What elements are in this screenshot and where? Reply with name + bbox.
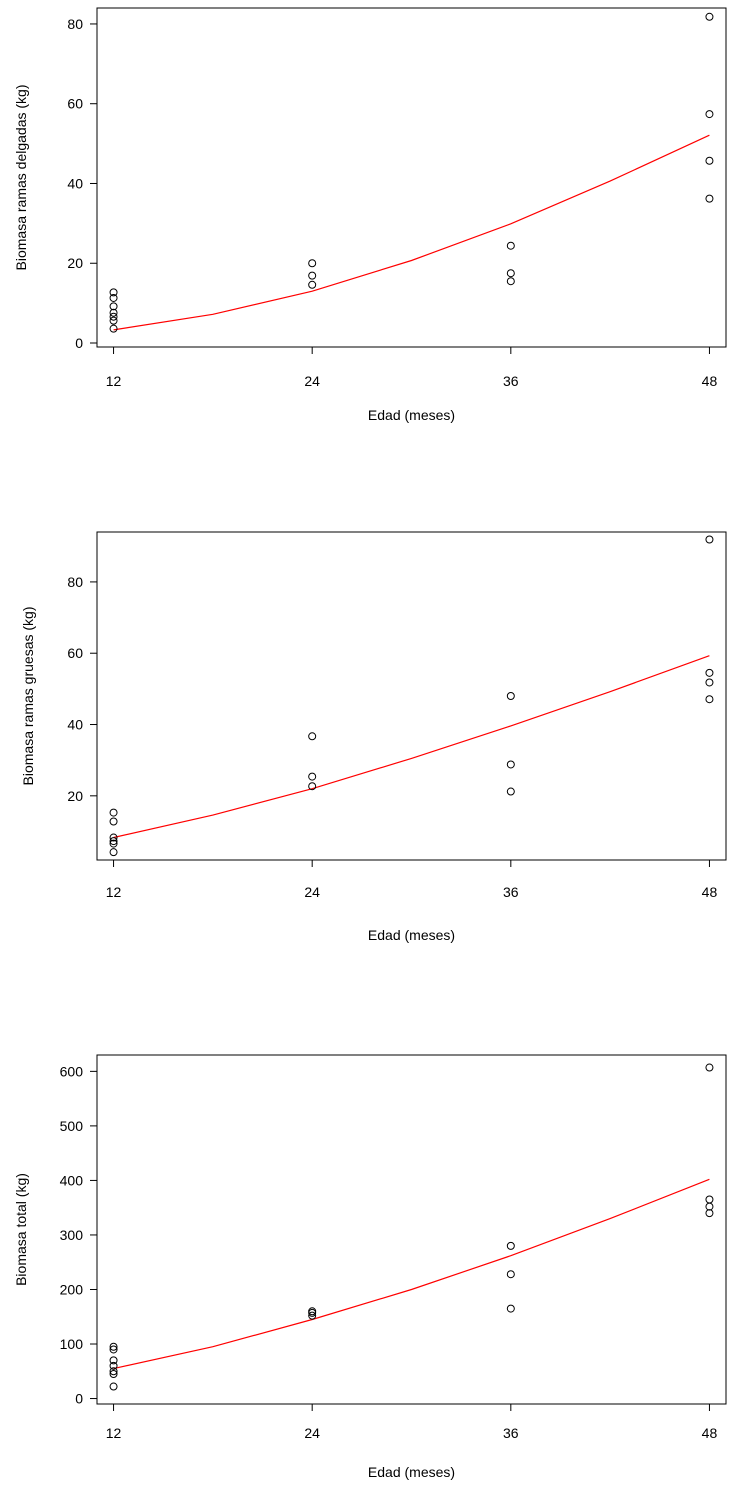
x-tick-label: 24 (304, 373, 320, 389)
x-tick-label: 12 (106, 373, 122, 389)
data-point (705, 1063, 714, 1072)
data-point (308, 1308, 317, 1317)
x-tick-label: 36 (503, 884, 519, 900)
x-tick-label: 24 (304, 1425, 320, 1441)
y-axis-title: Biomasa ramas delgadas (kg) (13, 85, 29, 271)
data-point (109, 817, 118, 826)
y-tick-label: 20 (67, 788, 83, 804)
data-point (705, 12, 714, 21)
fit-curve (113, 134, 710, 331)
plot-frame (96, 531, 727, 861)
y-tick-label: 80 (67, 574, 83, 590)
x-tick-label: 48 (702, 1425, 718, 1441)
fit-curve (113, 655, 710, 839)
data-point (109, 293, 118, 302)
data-point (506, 1241, 515, 1250)
x-tick-label: 48 (702, 884, 718, 900)
data-point (506, 1270, 515, 1279)
data-point (109, 316, 118, 325)
scatter-chart-ramas-gruesas: 12 24 36 48 20 40 60 80 Edad (meses) Biomasa rama… (20, 531, 727, 943)
data-point (109, 302, 118, 311)
data-point (308, 271, 317, 280)
data-point (506, 241, 515, 250)
y-tick-label: 40 (67, 175, 83, 191)
y-tick-label: 40 (67, 717, 83, 733)
data-point (109, 1361, 118, 1370)
data-point (109, 312, 118, 321)
data-point (109, 308, 118, 317)
data-point (705, 678, 714, 687)
data-point (109, 324, 118, 333)
y-tick-label: 500 (60, 1118, 84, 1134)
data-point (506, 787, 515, 796)
data-point (109, 1342, 118, 1351)
y-tick-label: 600 (60, 1063, 84, 1079)
data-point (506, 277, 515, 286)
x-axis-title: Edad (meses) (368, 407, 455, 423)
data-point (109, 833, 118, 842)
data-point (705, 1202, 714, 1211)
x-tick-label: 24 (304, 884, 320, 900)
x-tick-label: 36 (503, 1425, 519, 1441)
data-point (705, 668, 714, 677)
data-point (705, 110, 714, 119)
x-axis-title: Edad (meses) (368, 927, 455, 943)
data-point (308, 772, 317, 781)
data-point (506, 760, 515, 769)
data-point (705, 695, 714, 704)
data-point (109, 839, 118, 848)
data-point (705, 1195, 714, 1204)
data-point (308, 732, 317, 741)
data-point (705, 156, 714, 165)
y-axis-title: Biomasa ramas gruesas (kg) (20, 607, 36, 786)
y-tick-label: 400 (60, 1172, 84, 1188)
plot-frame (96, 7, 727, 348)
y-tick-label: 60 (67, 96, 83, 112)
data-point (705, 194, 714, 203)
data-point (109, 1356, 118, 1365)
data-point (705, 1209, 714, 1218)
fit-curve (113, 1178, 710, 1370)
y-tick-label: 200 (60, 1281, 84, 1297)
x-tick-label: 36 (503, 373, 519, 389)
y-tick-label: 80 (67, 16, 83, 32)
scatter-chart-biomasa-total: 12 24 36 48 0 100 200 300 400 500 600 Edad (meses) B… (13, 1054, 727, 1480)
data-point (109, 848, 118, 857)
y-tick-label: 300 (60, 1227, 84, 1243)
x-tick-label: 12 (106, 1425, 122, 1441)
x-tick-label: 48 (702, 373, 718, 389)
y-tick-label: 0 (75, 1391, 83, 1407)
data-point (109, 837, 118, 846)
y-tick-label: 0 (75, 335, 83, 351)
data-point (109, 1345, 118, 1354)
y-tick-label: 100 (60, 1336, 84, 1352)
scatter-chart-ramas-delgadas: 12 24 36 48 0 20 40 60 80 Edad (meses) Biomasa ram… (13, 7, 727, 423)
data-point (308, 280, 317, 289)
x-tick-label: 12 (106, 884, 122, 900)
data-point (109, 808, 118, 817)
data-point (506, 692, 515, 700)
data-point (506, 269, 515, 278)
data-point (308, 782, 317, 791)
y-axis-title: Biomasa total (kg) (13, 1173, 29, 1286)
y-tick-label: 20 (67, 255, 83, 271)
data-point (705, 535, 714, 544)
data-point (109, 1367, 118, 1376)
data-point (506, 1304, 515, 1313)
data-point (308, 1311, 317, 1320)
data-point (109, 1382, 118, 1391)
x-axis-title: Edad (meses) (368, 1464, 455, 1480)
data-point (308, 259, 317, 268)
y-tick-label: 60 (67, 645, 83, 661)
data-point (109, 288, 118, 297)
plot-frame (96, 1054, 727, 1405)
data-point (109, 1370, 118, 1379)
